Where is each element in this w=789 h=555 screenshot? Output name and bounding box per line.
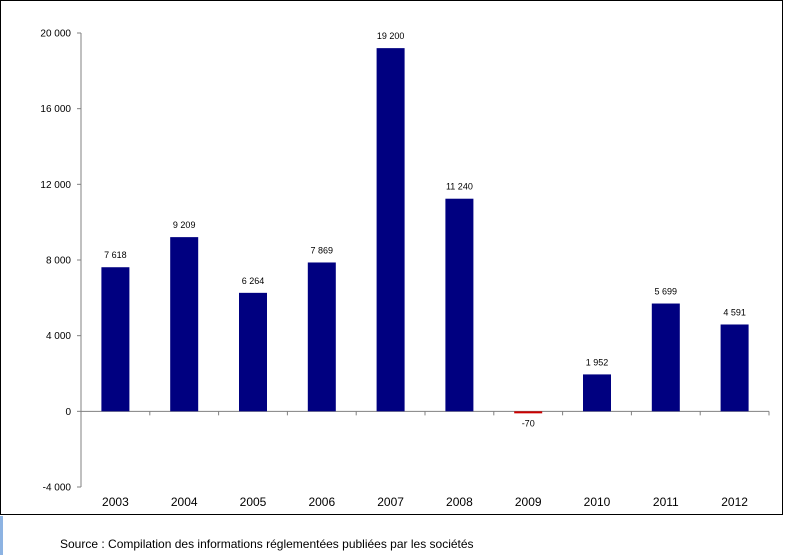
- y-tick-label: 0: [65, 407, 71, 418]
- bar: [376, 48, 405, 412]
- category-label: 2009: [515, 495, 542, 509]
- bar-chart: -4 000 0 4 000 8 000 12 000 16 000 20 000 7 61…: [40, 29, 770, 509]
- category-label: 2012: [721, 495, 748, 509]
- data-label: 1 952: [586, 357, 609, 367]
- data-label: 7 869: [311, 245, 334, 255]
- data-label: 6 264: [242, 276, 265, 286]
- data-label: -70: [522, 419, 535, 429]
- left-accent-strip: [0, 516, 3, 555]
- bar: [170, 237, 199, 412]
- data-label: 7 618: [104, 250, 127, 260]
- category-label: 2011: [653, 495, 679, 509]
- category-label: 2006: [308, 495, 335, 509]
- y-tick-label: -4 000: [43, 483, 72, 494]
- data-label: 9 209: [173, 220, 196, 230]
- bar: [445, 198, 474, 412]
- bar: [101, 267, 130, 412]
- category-label: 2010: [584, 495, 611, 509]
- y-tick-label: 20 000: [40, 29, 71, 40]
- bar: [720, 324, 749, 412]
- chart-frame: -4 000 0 4 000 8 000 12 000 16 000 20 000 7 61…: [0, 0, 783, 515]
- category-label: 2008: [446, 495, 473, 509]
- bar: [651, 303, 680, 412]
- y-tick-label: 16 000: [40, 104, 71, 115]
- chart-axes: -4 000 0 4 000 8 000 12 000 16 000 20 000: [40, 29, 770, 494]
- y-tick-label: 8 000: [46, 256, 71, 267]
- category-label: 2005: [240, 495, 267, 509]
- source-note: Source : Compilation des informations ré…: [60, 537, 474, 551]
- bar: [583, 374, 611, 412]
- data-label: 11 240: [446, 182, 473, 192]
- chart-bars: [101, 48, 749, 414]
- y-tick-label: 12 000: [40, 180, 71, 191]
- chart-labels: 7 618 2003 9 209 2004 6 264 2005 7 869 2006 19 2…: [102, 31, 748, 509]
- bar: [239, 292, 267, 412]
- data-label: 4 591: [723, 307, 746, 317]
- y-tick-label: 4 000: [46, 331, 71, 342]
- bar: [307, 262, 336, 412]
- bar: [514, 411, 543, 414]
- category-label: 2003: [102, 495, 129, 509]
- data-label: 5 699: [655, 287, 678, 297]
- category-label: 2007: [377, 495, 404, 509]
- data-label: 19 200: [377, 31, 405, 41]
- category-label: 2004: [171, 495, 198, 509]
